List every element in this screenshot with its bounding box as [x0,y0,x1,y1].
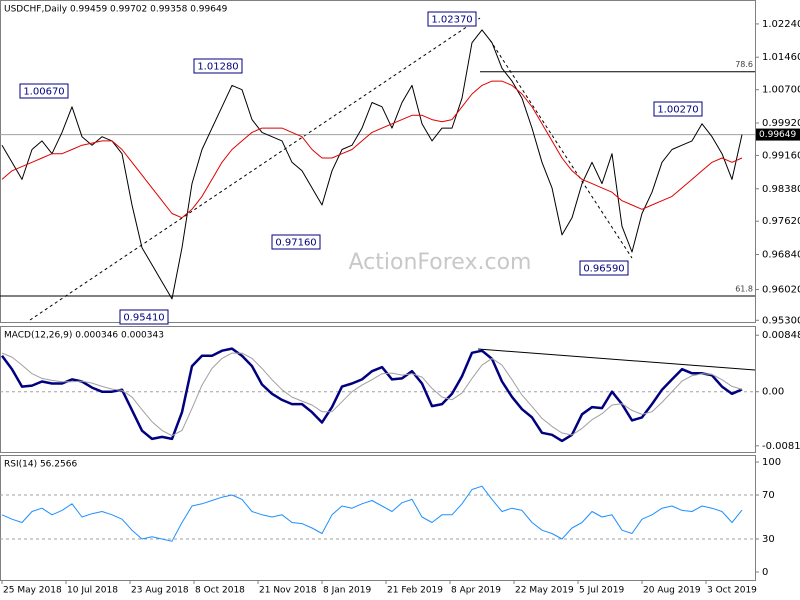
y-tick-label: 0.00 [762,387,784,398]
annotation-box [193,58,243,74]
annotation-box [579,260,629,276]
trend-line [29,17,481,321]
y-tick-label: 30 [762,534,775,545]
annotation-label: 1.00670 [23,87,64,98]
series-line [1,29,743,300]
x-tick-label: 23 Aug 2018 [131,586,189,596]
panel-title: MACD(12,26,9) 0.000346 0.000343 [4,331,164,341]
fib-label: 78.6 [735,60,753,69]
panel-frame [0,0,756,323]
y-tick-label: 0.96020 [762,285,800,296]
series-line [1,485,743,542]
y-tick-label: 0 [762,567,768,578]
x-tick-label: 25 May 2018 [3,586,62,596]
y-tick-label: 0.97620 [762,216,800,227]
x-tick-label: 8 Apr 2019 [451,586,501,596]
macd-trend-line [477,348,756,371]
y-tick-label: -0.008123 [762,441,800,452]
series-line [1,80,743,219]
x-tick-label: 5 Jul 2019 [579,586,624,596]
annotation-box [653,101,703,117]
trend-line [489,39,633,259]
y-tick-label: 0.008484 [762,330,800,341]
y-tick-label: 0.96840 [762,250,800,261]
y-tick-label: 1.02240 [762,19,800,30]
y-tick-label: 70 [762,490,775,501]
y-tick-label: 1.01460 [762,52,800,63]
panel-title: RSI(14) 56.2566 [4,460,77,470]
y-tick-label: 0.95300 [762,315,800,326]
series-line [1,352,743,437]
annotation-label: 0.97160 [275,238,316,249]
panel-title: USDCHF,Daily 0.99459 0.99702 0.99358 0.9… [4,5,228,15]
x-tick-label: 8 Jan 2019 [323,586,371,596]
y-tick-label: 0.99160 [762,150,800,161]
y-tick-label: 0.98380 [762,184,800,195]
x-tick-label: 21 Feb 2019 [387,586,443,596]
series-line [0,347,743,443]
last-price-box [756,128,800,141]
annotation-box [271,234,321,250]
last-price-label: 0.99649 [759,130,796,140]
x-tick-label: 21 Nov 2018 [259,586,317,596]
annotation-box [19,83,69,99]
x-tick-label: 22 May 2019 [515,586,574,596]
watermark: ActionForex.com [349,250,532,275]
y-tick-label: 0.99920 [762,118,800,129]
x-tick-label: 8 Oct 2018 [195,586,245,596]
x-tick-label: 3 Oct 2019 [707,586,757,596]
fib-label: 61.8 [735,284,753,293]
annotation-label: 1.01280 [197,62,238,73]
panel-frame [0,326,756,453]
y-tick-label: 100 [762,457,781,468]
annotation-label: 0.96590 [583,264,624,275]
annotation-box [427,11,477,27]
annotation-label: 1.02370 [431,15,472,26]
annotation-label: 0.95410 [123,313,164,324]
x-tick-label: 20 Aug 2019 [643,586,701,596]
x-tick-label: 10 Jul 2018 [67,586,118,596]
annotation-label: 1.00270 [657,105,698,116]
panel-frame [0,455,756,581]
y-tick-label: 1.00700 [762,85,800,96]
annotation-box [119,309,169,325]
